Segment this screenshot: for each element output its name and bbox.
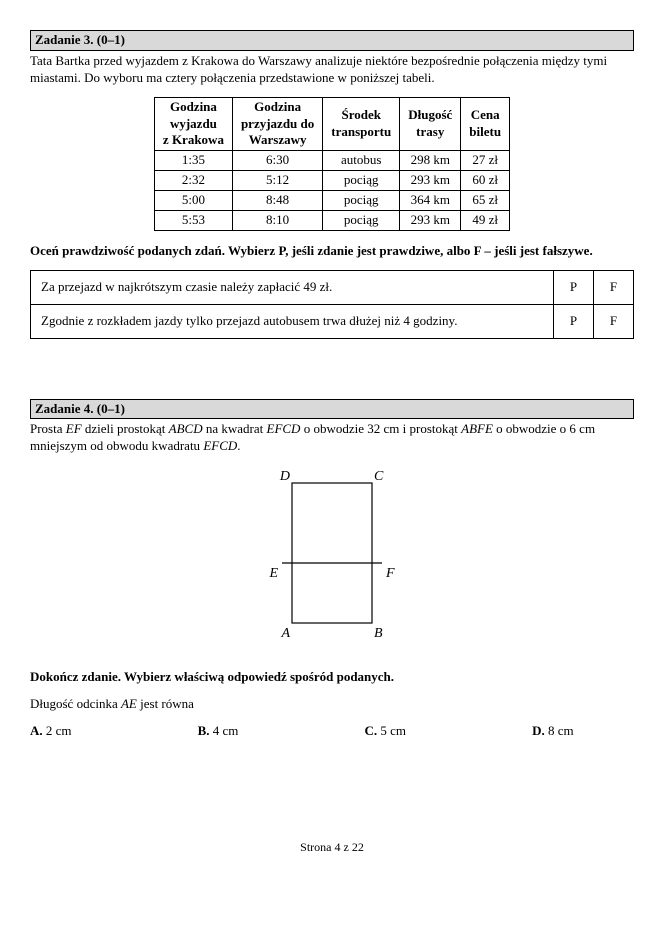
cell: 27 zł bbox=[461, 151, 510, 171]
table-row: 5:53 8:10 pociąg 293 km 49 zł bbox=[154, 211, 509, 231]
t: EFCD bbox=[267, 421, 301, 436]
table-row: 5:00 8:48 pociąg 364 km 65 zł bbox=[154, 191, 509, 211]
h: Warszawy bbox=[249, 132, 307, 147]
t: ABCD bbox=[169, 421, 203, 436]
t: Prosta bbox=[30, 421, 66, 436]
cell: 364 km bbox=[400, 191, 461, 211]
svg-text:E: E bbox=[268, 566, 278, 581]
t: . bbox=[237, 438, 240, 453]
v: 8 cm bbox=[548, 723, 574, 738]
t: o obwodzie 32 cm i prostokąt bbox=[300, 421, 461, 436]
h: Środek bbox=[341, 107, 381, 122]
task3-table-wrap: Godzina wyjazdu z Krakowa Godzina przyja… bbox=[30, 97, 634, 231]
task4-intro: Prosta EF dzieli prostokąt ABCD na kwadr… bbox=[30, 421, 634, 455]
pf-statement: Zgodnie z rozkładem jazdy tylko przejazd… bbox=[31, 304, 554, 338]
svg-text:B: B bbox=[374, 626, 383, 641]
h: Godzina bbox=[170, 99, 217, 114]
pf-f[interactable]: F bbox=[594, 304, 634, 338]
pf-p[interactable]: P bbox=[554, 270, 594, 304]
task3-table: Godzina wyjazdu z Krakowa Godzina przyja… bbox=[154, 97, 510, 231]
h: trasy bbox=[416, 124, 444, 139]
table-row: 2:32 5:12 pociąg 293 km 60 zł bbox=[154, 171, 509, 191]
cell: 5:53 bbox=[154, 211, 232, 231]
t: AE bbox=[121, 696, 137, 711]
t: ABFE bbox=[461, 421, 493, 436]
pf-p[interactable]: P bbox=[554, 304, 594, 338]
cell: pociąg bbox=[323, 191, 400, 211]
t: dzieli prostokąt bbox=[82, 421, 169, 436]
col-departure: Godzina wyjazdu z Krakowa bbox=[154, 97, 232, 151]
t: Długość odcinka bbox=[30, 696, 121, 711]
t: EF bbox=[66, 421, 82, 436]
h: przyjazdu do bbox=[241, 116, 314, 131]
pf-f[interactable]: F bbox=[594, 270, 634, 304]
h: wyjazdu bbox=[170, 116, 217, 131]
k: A. bbox=[30, 723, 43, 738]
cell: 6:30 bbox=[232, 151, 322, 171]
cell: 8:48 bbox=[232, 191, 322, 211]
cell: 293 km bbox=[400, 171, 461, 191]
col-mode: Środek transportu bbox=[323, 97, 400, 151]
svg-text:D: D bbox=[279, 469, 290, 484]
col-price: Cena biletu bbox=[461, 97, 510, 151]
task4-figure: D C E F A B bbox=[30, 469, 634, 649]
cell: 293 km bbox=[400, 211, 461, 231]
rectangle-diagram: D C E F A B bbox=[267, 469, 397, 644]
task3-instruction: Oceń prawdziwość podanych zdań. Wybierz … bbox=[30, 243, 634, 260]
cell: 60 zł bbox=[461, 171, 510, 191]
cell: 2:32 bbox=[154, 171, 232, 191]
cell: 298 km bbox=[400, 151, 461, 171]
h: transportu bbox=[331, 124, 391, 139]
answer-d[interactable]: D. 8 cm bbox=[532, 723, 574, 740]
pf-row: Za przejazd w najkrótszym czasie należy … bbox=[31, 270, 634, 304]
task3-intro: Tata Bartka przed wyjazdem z Krakowa do … bbox=[30, 53, 634, 87]
cell: pociąg bbox=[323, 211, 400, 231]
answer-c[interactable]: C. 5 cm bbox=[364, 723, 406, 740]
page-footer: Strona 4 z 22 bbox=[30, 840, 634, 856]
table-row: 1:35 6:30 autobus 298 km 27 zł bbox=[154, 151, 509, 171]
svg-text:A: A bbox=[280, 626, 290, 641]
t: EFCD bbox=[203, 438, 237, 453]
k: B. bbox=[198, 723, 210, 738]
v: 2 cm bbox=[46, 723, 72, 738]
h: Godzina bbox=[254, 99, 301, 114]
cell: 65 zł bbox=[461, 191, 510, 211]
task4-instruction: Dokończ zdanie. Wybierz właściwą odpowie… bbox=[30, 669, 634, 686]
answer-a[interactable]: A. 2 cm bbox=[30, 723, 72, 740]
cell: 49 zł bbox=[461, 211, 510, 231]
cell: autobus bbox=[323, 151, 400, 171]
h: z Krakowa bbox=[163, 132, 224, 147]
k: C. bbox=[364, 723, 377, 738]
cell: 5:12 bbox=[232, 171, 322, 191]
cell: 8:10 bbox=[232, 211, 322, 231]
task4-question: Długość odcinka AE jest równa bbox=[30, 696, 634, 713]
v: 4 cm bbox=[213, 723, 239, 738]
pf-row: Zgodnie z rozkładem jazdy tylko przejazd… bbox=[31, 304, 634, 338]
cell: 1:35 bbox=[154, 151, 232, 171]
task4-answers: A. 2 cm B. 4 cm C. 5 cm D. 8 cm bbox=[30, 723, 574, 740]
col-arrival: Godzina przyjazdu do Warszawy bbox=[232, 97, 322, 151]
v: 5 cm bbox=[380, 723, 406, 738]
task4-header: Zadanie 4. (0–1) bbox=[30, 399, 634, 420]
t: na kwadrat bbox=[203, 421, 267, 436]
h: biletu bbox=[469, 124, 501, 139]
svg-text:C: C bbox=[374, 469, 384, 484]
h: Długość bbox=[408, 107, 452, 122]
pf-statement: Za przejazd w najkrótszym czasie należy … bbox=[31, 270, 554, 304]
answer-b[interactable]: B. 4 cm bbox=[198, 723, 239, 740]
t: jest równa bbox=[137, 696, 194, 711]
col-distance: Długość trasy bbox=[400, 97, 461, 151]
k: D. bbox=[532, 723, 545, 738]
cell: pociąg bbox=[323, 171, 400, 191]
task3-header: Zadanie 3. (0–1) bbox=[30, 30, 634, 51]
h: Cena bbox=[471, 107, 500, 122]
cell: 5:00 bbox=[154, 191, 232, 211]
svg-text:F: F bbox=[385, 566, 395, 581]
task3-pf-table: Za przejazd w najkrótszym czasie należy … bbox=[30, 270, 634, 339]
